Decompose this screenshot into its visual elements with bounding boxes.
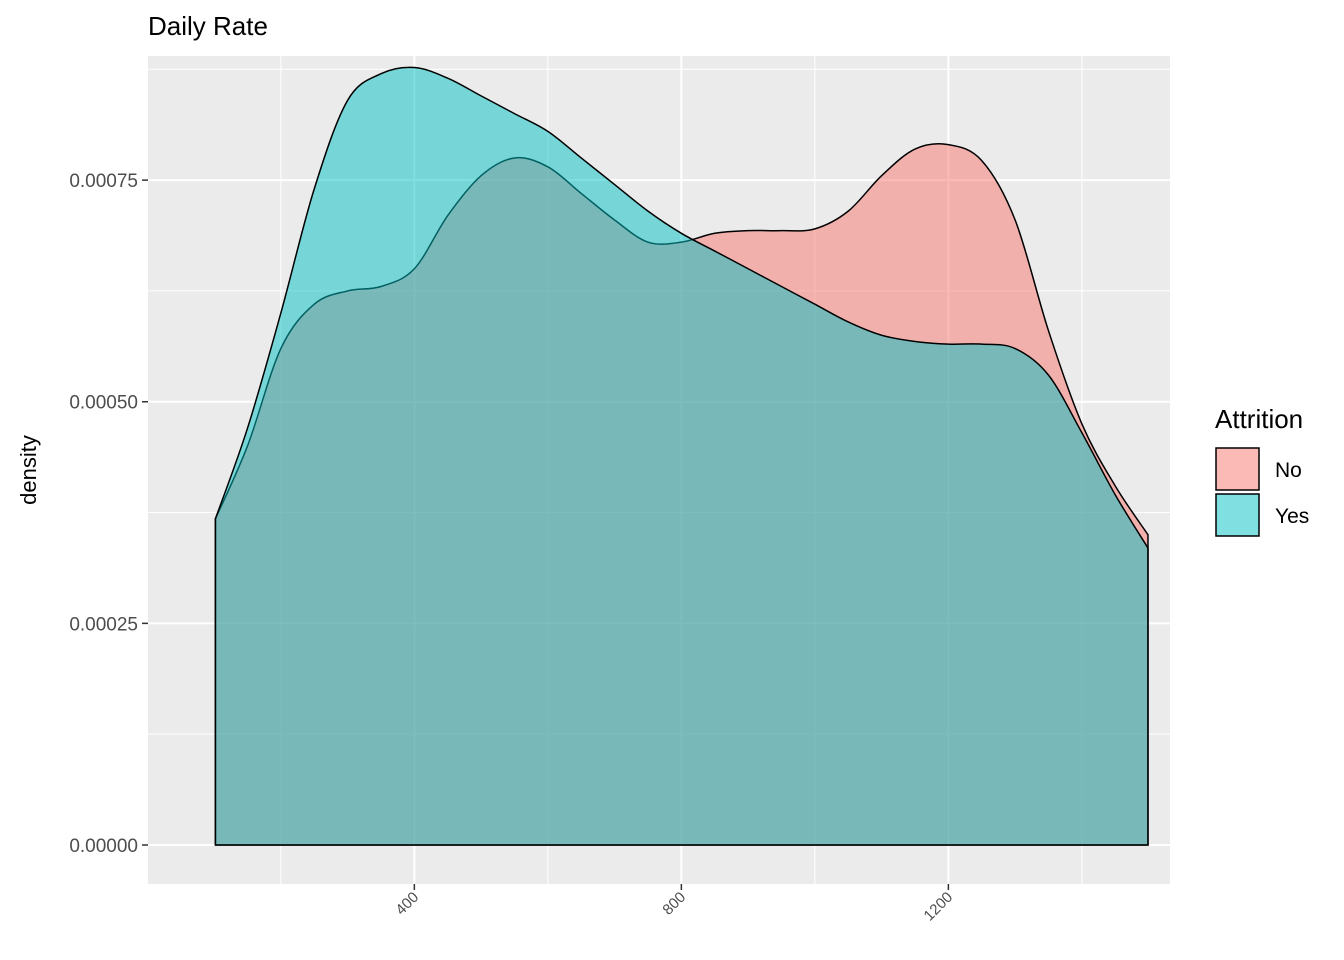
legend-swatch-yes bbox=[1215, 493, 1260, 537]
y-tick-label: 0.00075 bbox=[69, 171, 138, 192]
y-tick-label: 0.00025 bbox=[69, 614, 138, 635]
legend-title: Attrition bbox=[1215, 404, 1303, 434]
series-layer bbox=[214, 66, 1149, 846]
legend-label-no: No bbox=[1275, 459, 1302, 482]
y-axis-title: density bbox=[16, 435, 41, 505]
density-area-yes bbox=[214, 66, 1149, 846]
x-axis: 400 800 1200 bbox=[392, 884, 956, 924]
y-tick-label: 0.00000 bbox=[69, 836, 138, 857]
x-tick-label: 1200 bbox=[921, 889, 957, 925]
legend-label-yes: Yes bbox=[1275, 505, 1309, 528]
x-tick-label: 400 bbox=[392, 889, 422, 919]
x-tick-label: 800 bbox=[659, 889, 689, 919]
y-axis: 0.00000 0.00025 0.00050 0.00075 bbox=[69, 171, 148, 857]
legend: Attrition No Yes bbox=[1215, 404, 1309, 537]
chart-title: Daily Rate bbox=[148, 11, 268, 41]
legend-swatch-no bbox=[1215, 447, 1260, 491]
y-tick-label: 0.00050 bbox=[69, 393, 138, 414]
